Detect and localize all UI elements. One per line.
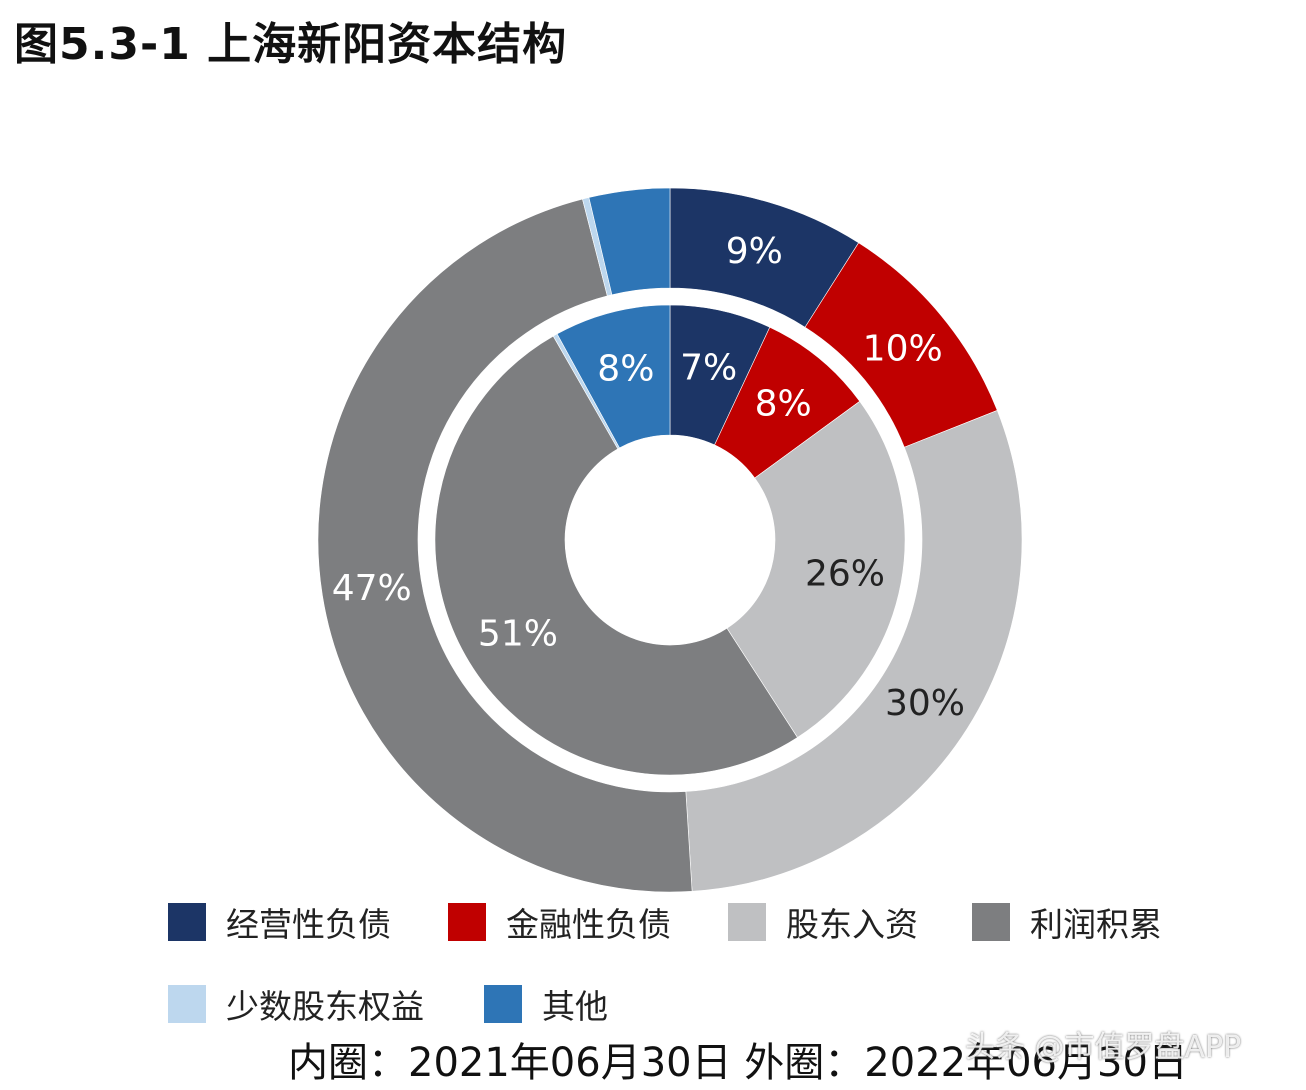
legend-label: 少数股东权益 bbox=[226, 987, 424, 1026]
inner-ring-2021 bbox=[434, 304, 906, 776]
legend-swatch bbox=[448, 903, 486, 941]
outer-ring-2022 bbox=[317, 187, 1023, 893]
segment-label: 47% bbox=[332, 568, 412, 609]
legend-swatch bbox=[972, 903, 1010, 941]
legend-label: 金融性负债 bbox=[506, 905, 671, 944]
legend-item-operating-liabilities: 经营性负债 bbox=[168, 898, 391, 946]
segment-inner-3 bbox=[434, 335, 798, 776]
legend-swatch bbox=[168, 985, 206, 1023]
legend-label: 股东入资 bbox=[786, 905, 918, 944]
segment-inner-5 bbox=[556, 304, 671, 449]
segment-outer-3 bbox=[317, 198, 693, 893]
legend-item-other: 其他 bbox=[484, 980, 608, 1028]
segment-outer-2 bbox=[685, 410, 1023, 892]
legend-item-shareholder-capital: 股东入资 bbox=[728, 898, 918, 946]
segment-labels: 7% 8% 26% 51% 8% 9% 10% 30% 47% bbox=[332, 231, 965, 724]
segment-label: 51% bbox=[478, 614, 558, 655]
legend-label: 利润积累 bbox=[1030, 905, 1162, 944]
segment-inner-2 bbox=[726, 400, 906, 738]
chart-title: 图5.3-1 上海新阳资本结构 bbox=[14, 19, 568, 70]
legend-item-retained-earnings: 利润积累 bbox=[972, 898, 1162, 946]
donut-chart: 7% 8% 26% 51% 8% 9% 10% 30% 47% bbox=[317, 187, 1023, 893]
segment-label: 8% bbox=[755, 384, 812, 425]
ring-date-footnote: 内圈：2021年06月30日 外圈：2022年06月30日 bbox=[288, 1040, 1188, 1086]
legend-item-financial-liabilities: 金融性负债 bbox=[448, 898, 671, 946]
segment-label: 9% bbox=[726, 231, 783, 272]
segment-label: 26% bbox=[805, 553, 885, 594]
legend-label: 其他 bbox=[542, 987, 608, 1026]
segment-label: 10% bbox=[863, 328, 943, 369]
legend-swatch bbox=[484, 985, 522, 1023]
legend-swatch bbox=[168, 903, 206, 941]
segment-label: 8% bbox=[597, 349, 654, 390]
segment-outer-5 bbox=[588, 187, 671, 296]
legend-item-minority-interest: 少数股东权益 bbox=[168, 980, 424, 1028]
legend-label: 经营性负债 bbox=[226, 905, 391, 944]
legend-swatch bbox=[728, 903, 766, 941]
segment-label: 7% bbox=[680, 347, 737, 388]
segment-label: 30% bbox=[885, 683, 965, 724]
watermark: 头条 @市值罗盘APP bbox=[965, 1030, 1242, 1065]
